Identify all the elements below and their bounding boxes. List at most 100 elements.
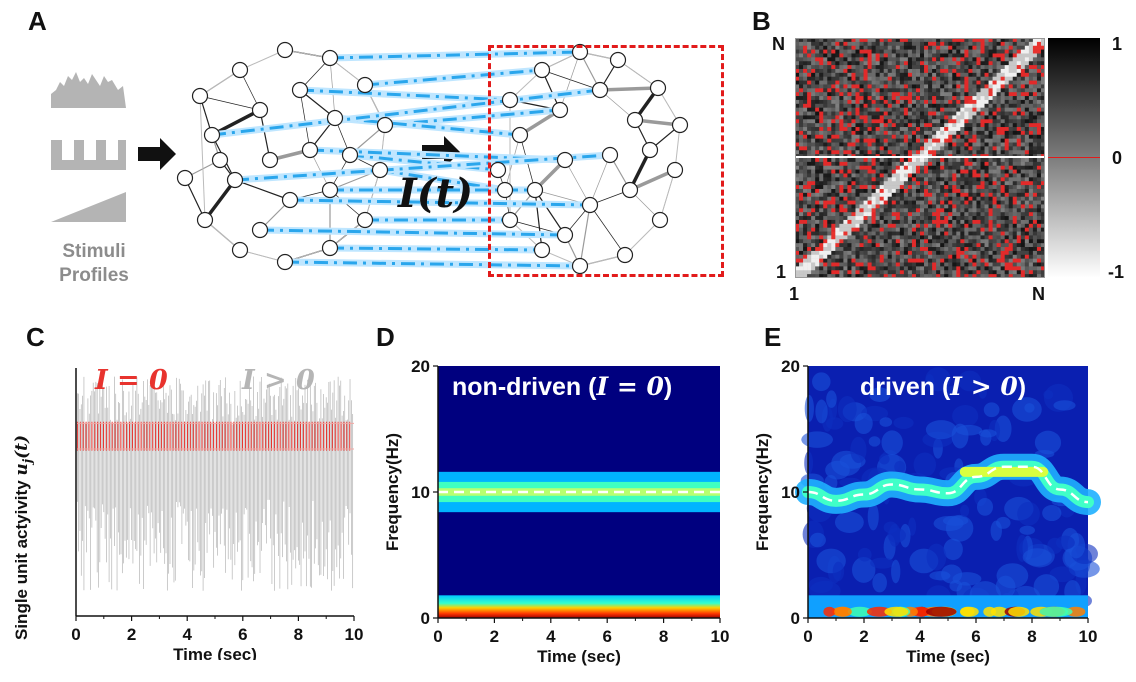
matrix-cell	[815, 254, 820, 259]
matrix-cell	[996, 84, 1001, 89]
matrix-cell	[924, 235, 929, 240]
matrix-cell	[936, 65, 941, 70]
matrix-cell	[899, 115, 905, 120]
matrix-cell	[1036, 235, 1042, 240]
matrix-cell	[855, 65, 860, 70]
matrix-cell	[891, 138, 897, 143]
matrix-cell	[799, 185, 804, 190]
matrix-cell	[847, 41, 852, 47]
matrix-cell	[956, 84, 961, 89]
matrix-cell	[956, 165, 961, 170]
matrix-cell	[964, 53, 969, 58]
matrix-cell	[1036, 165, 1042, 170]
matrix-cell	[968, 243, 973, 248]
matrix-cell	[803, 65, 808, 70]
matrix-cell	[903, 134, 909, 139]
matrix-cell	[827, 169, 832, 174]
matrix-cell	[940, 92, 945, 97]
matrix-cell	[879, 223, 885, 228]
matrix-cell	[1016, 119, 1022, 124]
matrix-cell	[968, 192, 973, 198]
matrix-cell	[903, 177, 909, 182]
matrix-cell	[1008, 134, 1014, 139]
matrix-cell	[976, 150, 981, 155]
matrix-cell	[871, 119, 876, 124]
matrix-cell	[1028, 68, 1034, 74]
matrix-cell	[891, 127, 897, 132]
matrix-cell	[859, 142, 864, 147]
matrix-cell	[883, 142, 889, 147]
matrix-cell	[795, 150, 800, 155]
matrix-cell	[887, 130, 893, 136]
matrix-cell	[915, 138, 921, 143]
matrix-cell	[847, 231, 852, 236]
matrix-cell	[795, 258, 800, 263]
matrix-cell	[795, 119, 800, 124]
matrix-cell	[1004, 235, 1010, 240]
matrix-cell	[795, 138, 800, 143]
matrix-cell	[835, 266, 840, 271]
matrix-cell	[835, 107, 840, 112]
matrix-cell	[1032, 45, 1038, 50]
matrix-cell	[815, 247, 820, 252]
matrix-cell	[1032, 53, 1038, 58]
matrix-cell	[915, 84, 921, 89]
matrix-cell	[851, 177, 856, 182]
matrix-cell	[827, 61, 832, 66]
matrix-cell	[1028, 235, 1034, 240]
matrix-cell	[956, 254, 961, 259]
matrix-cell	[887, 262, 893, 267]
matrix-cell	[984, 262, 989, 267]
matrix-cell	[992, 200, 997, 205]
matrix-cell	[883, 111, 889, 116]
matrix-cell	[988, 188, 993, 194]
matrix-cell	[843, 119, 848, 124]
matrix-cell	[851, 243, 856, 248]
matrix-cell	[799, 243, 804, 248]
matrix-cell	[819, 38, 824, 43]
matrix-cell	[984, 103, 989, 108]
matrix-cell	[803, 169, 808, 174]
matrix-cell	[1008, 88, 1014, 93]
matrix-cell	[944, 111, 949, 116]
matrix-cell	[827, 134, 832, 139]
matrix-cell	[835, 61, 840, 66]
matrix-cell	[819, 111, 824, 116]
matrix-cell	[940, 250, 945, 256]
matrix-cell	[1012, 92, 1018, 97]
matrix-cell	[811, 158, 816, 163]
matrix-cell	[907, 262, 913, 267]
matrix-cell	[915, 235, 921, 240]
matrix-cell	[835, 188, 840, 194]
matrix-cell	[863, 262, 868, 267]
matrix-cell	[807, 165, 812, 170]
matrix-cell	[907, 231, 913, 236]
matrix-cell	[879, 150, 885, 155]
matrix-cell	[1036, 84, 1042, 89]
matrix-cell	[807, 161, 812, 167]
matrix-cell	[996, 181, 1001, 186]
matrix-cell	[1012, 266, 1018, 271]
matrix-cell	[795, 84, 800, 89]
matrix-cell	[996, 173, 1001, 178]
matrix-cell	[815, 239, 820, 244]
matrix-cell	[883, 165, 889, 170]
matrix-cell	[843, 235, 848, 240]
matrix-cell	[1012, 68, 1018, 74]
matrix-cell	[980, 80, 985, 85]
matrix-cell	[915, 231, 921, 236]
matrix-cell	[803, 38, 808, 43]
matrix-cell	[891, 243, 897, 248]
low-frequency-hotspot	[960, 606, 979, 617]
matrix-cell	[843, 181, 848, 186]
matrix-cell	[855, 142, 860, 147]
matrix-cell	[799, 134, 804, 139]
matrix-cell	[819, 80, 824, 85]
x-tick-label: 8	[1027, 627, 1036, 646]
matrix-cell	[871, 142, 876, 147]
coupling-current-label: I(t)	[398, 170, 474, 217]
matrix-cell	[1004, 262, 1010, 267]
matrix-cell	[839, 65, 844, 70]
matrix-cell	[968, 146, 973, 151]
matrix-cell	[1032, 138, 1038, 143]
